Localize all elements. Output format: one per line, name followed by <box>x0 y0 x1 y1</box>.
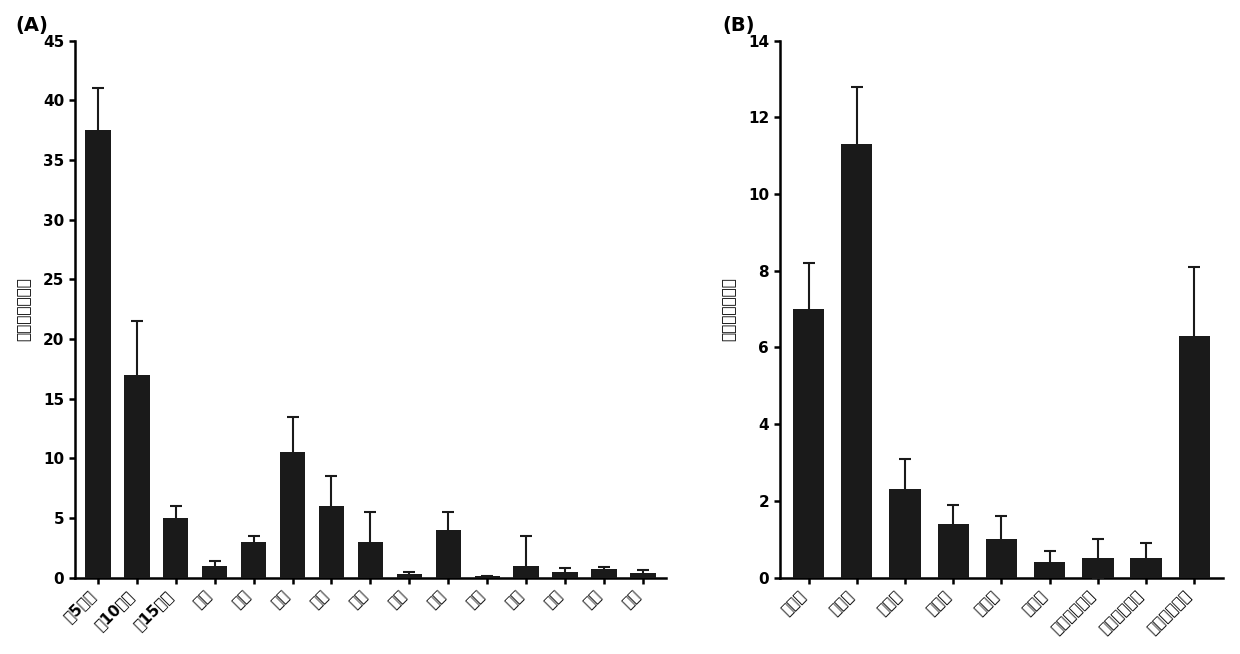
Y-axis label: 基因相对表达量: 基因相对表达量 <box>722 277 737 341</box>
Y-axis label: 基因相对表达量: 基因相对表达量 <box>16 277 32 341</box>
Bar <box>435 530 461 577</box>
Bar <box>397 574 422 577</box>
Bar <box>937 524 968 577</box>
Bar <box>86 130 110 577</box>
Bar <box>792 309 825 577</box>
Bar <box>841 145 873 577</box>
Text: (B): (B) <box>722 16 754 35</box>
Bar <box>202 566 227 577</box>
Bar <box>1179 336 1210 577</box>
Bar <box>513 566 538 577</box>
Bar <box>280 453 305 577</box>
Bar <box>1083 559 1114 577</box>
Bar <box>164 518 188 577</box>
Bar <box>630 573 656 577</box>
Bar <box>1131 559 1162 577</box>
Bar <box>475 576 500 577</box>
Bar <box>889 489 920 577</box>
Bar <box>986 540 1017 577</box>
Bar <box>124 375 150 577</box>
Bar <box>1034 562 1065 577</box>
Text: (A): (A) <box>15 16 48 35</box>
Bar <box>241 542 267 577</box>
Bar <box>591 569 616 577</box>
Bar <box>552 572 578 577</box>
Bar <box>358 542 383 577</box>
Bar <box>319 506 345 577</box>
